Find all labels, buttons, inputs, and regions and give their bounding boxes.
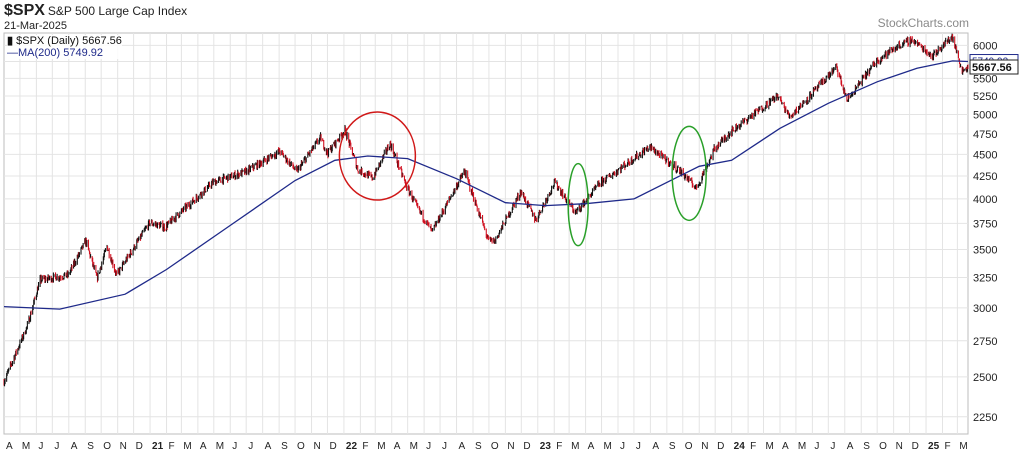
x-tick-label: D bbox=[717, 441, 724, 452]
x-tick-label: 23 bbox=[540, 441, 552, 452]
x-tick-label: 22 bbox=[346, 441, 358, 452]
x-tick-label: J bbox=[232, 441, 237, 452]
x-tick-label: F bbox=[556, 441, 562, 452]
x-tick-label: M bbox=[959, 441, 967, 452]
x-tick-label: A bbox=[6, 441, 13, 452]
x-tick-label: F bbox=[750, 441, 756, 452]
x-tick-label: S bbox=[475, 441, 482, 452]
y-tick-label: 4000 bbox=[973, 194, 997, 206]
legend-ma-label: MA(200) 5749.92 bbox=[18, 47, 103, 59]
index-description: S&P 500 Large Cap Index bbox=[47, 4, 188, 18]
x-tick-label: A bbox=[459, 441, 466, 452]
ma-line bbox=[3, 60, 969, 310]
x-tick-label: J bbox=[830, 441, 835, 452]
x-tick-label: D bbox=[329, 441, 336, 452]
x-tick-label: A bbox=[847, 441, 854, 452]
y-tick-label: 2750 bbox=[973, 336, 997, 348]
y-tick-label: 3500 bbox=[973, 244, 997, 256]
chart-header: $SPX S&P 500 Large Cap Index bbox=[4, 2, 187, 20]
x-tick-label: A bbox=[265, 441, 272, 452]
x-tick-label: D bbox=[523, 441, 530, 452]
y-tick-label: 5250 bbox=[973, 91, 997, 103]
annotation-circle bbox=[567, 162, 589, 247]
x-tick-label: N bbox=[701, 441, 708, 452]
y-tick-label: 3750 bbox=[973, 218, 997, 230]
x-tick-label: S bbox=[87, 441, 94, 452]
y-tick-label: 4750 bbox=[973, 129, 997, 141]
candle-icon: ▮ bbox=[7, 35, 14, 47]
annotation-circle bbox=[671, 125, 707, 222]
x-tick-label: F bbox=[945, 441, 951, 452]
annotation-circle bbox=[338, 111, 417, 201]
x-tick-label: S bbox=[669, 441, 676, 452]
x-tick-label: A bbox=[200, 441, 207, 452]
legend-price-label: $SPX (Daily) 5667.56 bbox=[16, 35, 122, 47]
y-tick-label: 4250 bbox=[973, 171, 997, 183]
x-tick-label: S bbox=[281, 441, 288, 452]
y-tick-label: 5500 bbox=[973, 73, 997, 85]
x-tick-label: O bbox=[879, 441, 887, 452]
y-tick-label: 3000 bbox=[973, 303, 997, 315]
x-tick-label: M bbox=[798, 441, 806, 452]
x-tick-label: M bbox=[216, 441, 224, 452]
x-tick-label: A bbox=[782, 441, 789, 452]
symbol-label: $SPX bbox=[4, 2, 45, 19]
y-tick-label: 2250 bbox=[973, 412, 997, 424]
x-tick-label: D bbox=[912, 441, 919, 452]
x-tick-label: N bbox=[896, 441, 903, 452]
x-tick-label: J bbox=[442, 441, 447, 452]
y-tick-label: 3250 bbox=[973, 273, 997, 285]
x-tick-label: O bbox=[685, 441, 693, 452]
legend-ma: —MA(200) 5749.92 bbox=[7, 47, 122, 59]
x-tick-label: M bbox=[183, 441, 191, 452]
x-tick-label: F bbox=[169, 441, 175, 452]
y-tick-label: 5000 bbox=[973, 109, 997, 121]
x-tick-label: 24 bbox=[734, 441, 746, 452]
x-tick-label: A bbox=[588, 441, 595, 452]
x-tick-label: J bbox=[426, 441, 431, 452]
chart-date: 21-Mar-2025 bbox=[4, 20, 67, 32]
chart-legend: ▮ $SPX (Daily) 5667.56 —MA(200) 5749.92 bbox=[7, 35, 122, 59]
x-tick-label: A bbox=[71, 441, 78, 452]
x-tick-label: N bbox=[120, 441, 127, 452]
x-tick-label: N bbox=[314, 441, 321, 452]
x-tick-label: J bbox=[636, 441, 641, 452]
y-tick-label: 2500 bbox=[973, 372, 997, 384]
price-value-box bbox=[969, 59, 1019, 75]
x-tick-label: M bbox=[377, 441, 385, 452]
x-tick-label: 21 bbox=[152, 441, 164, 452]
x-tick-label: M bbox=[22, 441, 30, 452]
x-tick-label: J bbox=[814, 441, 819, 452]
y-tick-label: 4500 bbox=[973, 149, 997, 161]
brand-label: StockCharts.com bbox=[877, 16, 969, 30]
x-tick-label: J bbox=[54, 441, 59, 452]
line-icon: — bbox=[7, 47, 18, 59]
x-tick-label: J bbox=[620, 441, 625, 452]
x-tick-label: F bbox=[362, 441, 368, 452]
x-tick-label: J bbox=[248, 441, 253, 452]
x-tick-label: O bbox=[491, 441, 499, 452]
x-tick-label: O bbox=[297, 441, 305, 452]
legend-price: ▮ $SPX (Daily) 5667.56 bbox=[7, 35, 122, 47]
x-tick-label: J bbox=[38, 441, 43, 452]
x-tick-label: A bbox=[394, 441, 401, 452]
x-tick-label: S bbox=[863, 441, 870, 452]
x-tick-label: A bbox=[652, 441, 659, 452]
x-tick-label: 25 bbox=[928, 441, 940, 452]
y-tick-label: 6000 bbox=[973, 40, 997, 52]
x-tick-label: M bbox=[571, 441, 579, 452]
x-tick-label: M bbox=[766, 441, 774, 452]
x-tick-label: N bbox=[507, 441, 514, 452]
x-tick-label: M bbox=[604, 441, 612, 452]
x-tick-label: O bbox=[103, 441, 111, 452]
x-tick-label: D bbox=[136, 441, 143, 452]
price-value-label: 5667.56 bbox=[972, 62, 1012, 74]
x-tick-label: M bbox=[410, 441, 418, 452]
